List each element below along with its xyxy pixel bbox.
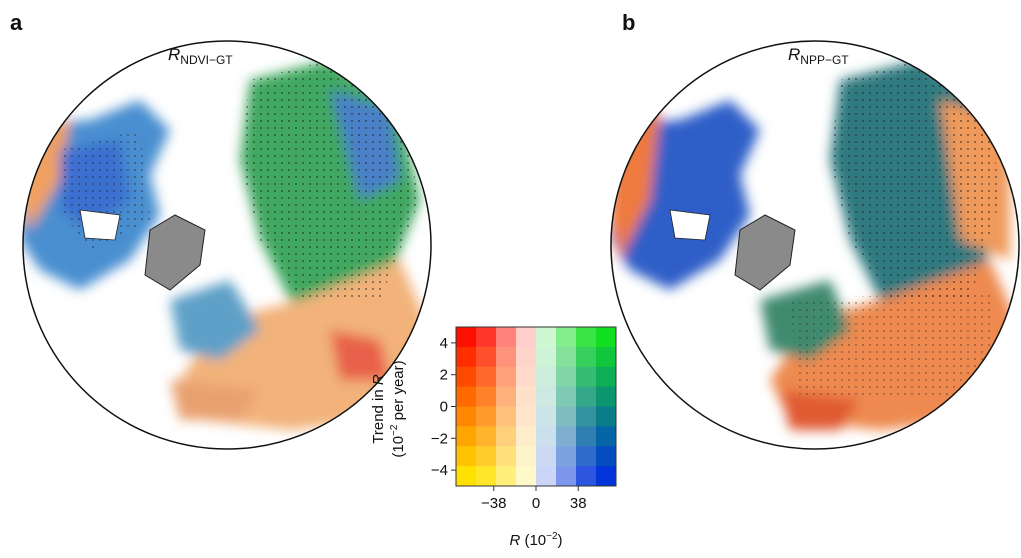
colorbar-cell [496,366,517,388]
colorbar-cell [536,366,557,388]
colorbar-cell [456,446,477,467]
colorbar-cell [596,386,617,407]
colorbar-cell [496,406,517,427]
colorbar-cell [576,327,597,348]
colorbar-cell [576,446,597,467]
colorbar-cell [516,366,537,388]
y-tick-label: 0 [440,399,448,416]
colorbar-cell [576,366,597,388]
colorbar-cell [536,327,557,348]
colorbar-cell [516,426,537,447]
colorbar-cell [476,426,497,447]
colorbar-cell [516,386,537,407]
colorbar-cell [536,426,557,447]
colorbar-cell [496,446,517,467]
colorbar-cell [576,406,597,427]
colorbar-cell [456,366,477,388]
colorbar-cell [556,406,577,427]
map-b: b RNPP−GT [610,10,1020,450]
colorbar-cell [576,386,597,407]
colorbar-cell [476,386,497,407]
colorbar-cell [496,386,517,407]
colorbar-cell [476,446,497,467]
colorbar-cell [456,327,477,348]
colorbar-cell [596,446,617,467]
y-tick-label: 4 [440,335,448,352]
colorbar-cell [496,346,517,368]
colorbar-cell [496,466,517,487]
colorbar-cell [476,346,497,368]
colorbar-cell [556,446,577,467]
colorbar-cell [516,327,537,348]
colorbar-cell [576,426,597,447]
colorbar-cell [536,346,557,368]
colorbar-cell [516,446,537,467]
colorbar-cell [596,406,617,427]
colorbar-cell [476,466,497,487]
colorbar-cell [476,366,497,388]
colorbar-cell [516,406,537,427]
x-tick-label: 0 [532,495,540,512]
colorbar-cell [576,466,597,487]
colorbar-cell [576,346,597,368]
colorbar-cell [496,327,517,348]
colorbar-cell [596,466,617,487]
colorbar-cell [536,446,557,467]
panel-title: RNDVI−GT [168,45,233,67]
colorbar: 4 2 0 −2 −4 −38 0 38 [431,318,617,512]
y-tick-label: −4 [431,462,448,479]
colorbar-cell [556,386,577,407]
colorbar-cell [556,346,577,368]
colorbar-cell [516,466,537,487]
colorbar-cell [536,386,557,407]
colorbar-cell [556,466,577,487]
colorbar-ylabel: Trend in R [370,374,387,444]
colorbar-cell [556,327,577,348]
colorbar-cell [476,406,497,427]
colorbar-cell [596,327,617,348]
x-tick-label: −38 [481,495,506,512]
colorbar-cell [556,366,577,388]
colorbar-cell [536,466,557,487]
colorbar-cell [516,346,537,368]
colorbar-cell [476,327,497,348]
colorbar-ylabel-unit: (10−2 per year) [389,360,407,457]
panel-letter: a [10,10,23,35]
colorbar-cell [536,406,557,427]
colorbar-cell [456,346,477,368]
colorbar-cell [596,426,617,447]
colorbar-cell [596,366,617,388]
colorbar-cell [556,426,577,447]
y-tick-label: 2 [440,367,448,384]
x-tick-label: 38 [570,495,587,512]
colorbar-cell [456,386,477,407]
colorbar-cell [496,426,517,447]
colorbar-cell [456,426,477,447]
panel-letter: b [622,10,635,35]
colorbar-xlabel: R (10−2) [509,531,562,549]
map-a: a RNDVI−GT [10,10,432,450]
colorbar-cell [456,406,477,427]
colorbar-cell [596,346,617,368]
colorbar-cell [456,466,477,487]
panel-title: RNPP−GT [788,45,849,67]
y-tick-label: −2 [431,430,448,447]
